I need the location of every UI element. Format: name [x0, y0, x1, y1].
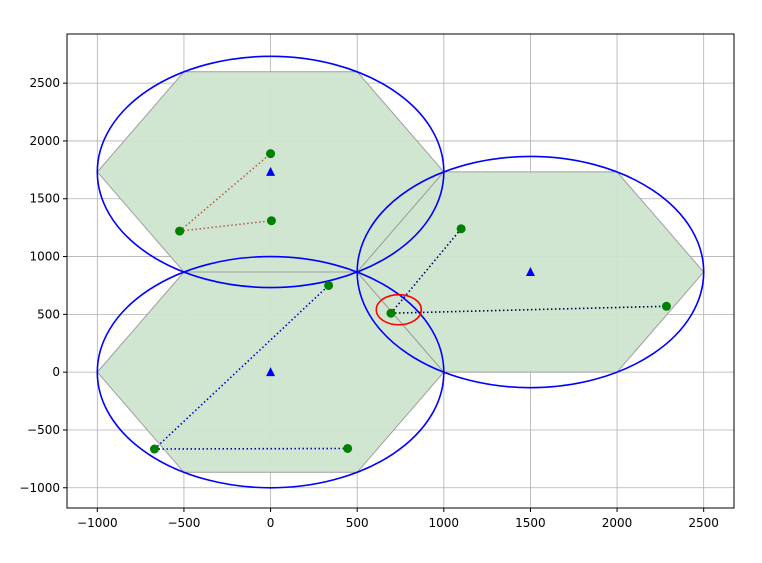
user-link	[154, 447, 348, 450]
base-stations	[266, 166, 535, 377]
y-tick-label: 1500	[29, 192, 60, 206]
y-tick-label: 0	[52, 365, 60, 379]
highlight	[375, 293, 423, 326]
user-point	[661, 301, 671, 311]
user-point	[456, 224, 466, 234]
user-link	[179, 219, 272, 232]
user-points	[149, 149, 671, 454]
y-tick-label: 1000	[29, 250, 60, 264]
coverage-circles	[96, 55, 705, 489]
user-point	[343, 443, 353, 453]
y-tick-label: 500	[37, 307, 60, 321]
x-tick-label: 2500	[688, 516, 719, 530]
y-tick-label: −500	[27, 423, 60, 437]
x-tick-label: 1500	[515, 516, 546, 530]
base-station-marker	[266, 166, 276, 176]
y-tick-label: 2500	[29, 76, 60, 90]
user-point	[324, 280, 334, 290]
base-station-marker	[266, 367, 276, 377]
user-point	[175, 226, 185, 236]
x-tick-label: 2000	[602, 516, 633, 530]
user-point	[266, 216, 276, 226]
y-tick-label: −1000	[19, 481, 60, 495]
x-tick-label: −1000	[77, 516, 118, 530]
y-axis: −1000 −500 0 500 1000 1500 2000 2500	[19, 76, 67, 495]
user-point	[386, 308, 396, 318]
user-links	[153, 153, 667, 450]
highlight-circle	[375, 293, 423, 326]
x-tick-label: 0	[267, 516, 275, 530]
user-point	[149, 444, 159, 454]
x-axis: −1000 −500 0 500 1000 1500 2000 2500	[77, 508, 719, 530]
base-station-marker	[525, 267, 535, 277]
x-tick-label: −500	[167, 516, 200, 530]
y-tick-label: 2000	[29, 134, 60, 148]
x-tick-label: 1000	[429, 516, 460, 530]
user-point	[266, 149, 276, 159]
coverage-circle	[356, 155, 705, 389]
plot-frame	[66, 33, 735, 509]
x-tick-label: 500	[346, 516, 369, 530]
